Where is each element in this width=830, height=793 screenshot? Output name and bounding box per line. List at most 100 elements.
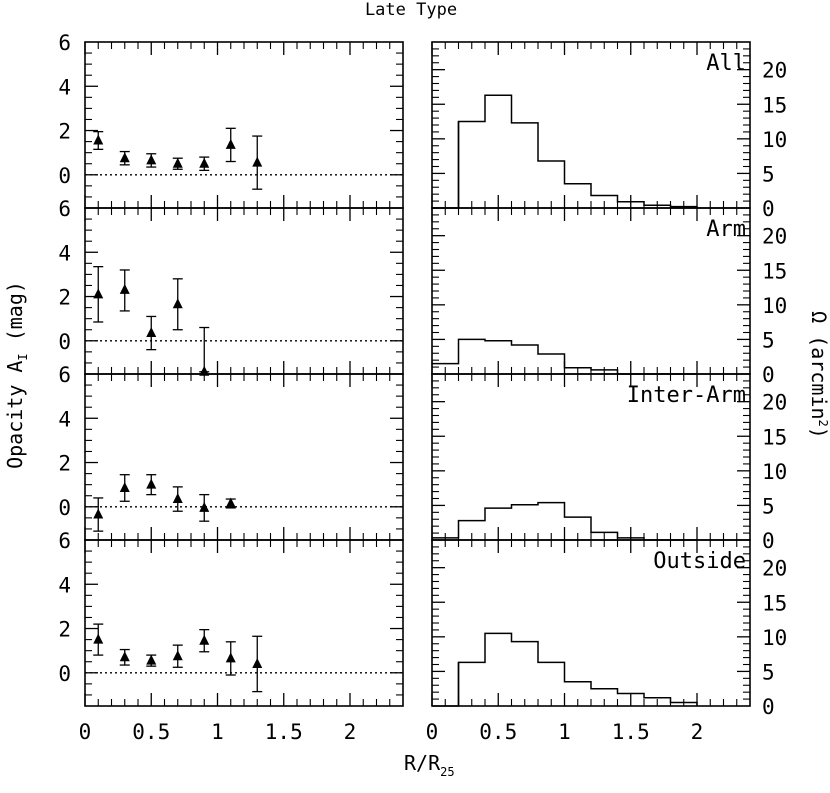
right-3-ytick-label: 20 <box>762 391 787 415</box>
right-4-ytick-label: 20 <box>762 557 787 581</box>
left-2-ytick-label: 4 <box>58 241 71 265</box>
left-3-data-point <box>93 508 104 519</box>
figure-title: Late Type <box>365 0 457 20</box>
right-3-ytick-label: 10 <box>762 460 787 484</box>
left-1-data-point <box>252 156 263 167</box>
right-y-axis-title-main: Ω (arcmin <box>807 311 830 419</box>
right-3-ytick-label: 15 <box>762 425 787 449</box>
left-4-frame <box>84 539 404 707</box>
left-1-data-point <box>146 154 157 165</box>
left-2-data-point <box>172 298 183 309</box>
left-2-frame <box>84 207 404 375</box>
left-1-ytick-label: 4 <box>58 75 71 99</box>
left-3-data-point <box>119 481 130 492</box>
right-3-histogram <box>432 501 697 541</box>
left-4-ytick-label: 2 <box>58 618 71 642</box>
right-2-ytick-label: 0 <box>762 363 775 387</box>
x-axis-title: R/R25 <box>404 751 455 779</box>
left-3-frame <box>84 373 404 541</box>
right-4-ytick-label: 15 <box>762 591 787 615</box>
right-1-histogram <box>432 94 698 209</box>
left-2-ytick-label: 0 <box>58 330 71 354</box>
left-1-data-point <box>199 157 210 168</box>
left-3-data-point <box>225 497 236 508</box>
left-4-ytick-label: 6 <box>58 529 71 553</box>
left-1-data-point <box>225 138 236 149</box>
left-4-data-point <box>199 634 210 645</box>
left-3-ytick-label: 4 <box>58 407 71 431</box>
right-2-frame <box>431 207 751 375</box>
right-4-xtick-label: 0.5 <box>479 720 517 744</box>
left-3-data-point <box>199 501 210 512</box>
right-4-xtick-label: 0 <box>426 720 439 744</box>
right-1-ytick-label: 15 <box>762 93 787 117</box>
left-y-axis-title-main: Opacity A <box>3 361 27 469</box>
left-4-xtick-label: 1 <box>211 720 224 744</box>
right-3-ytick-label: 5 <box>762 494 775 518</box>
right-4-ytick-label: 5 <box>762 660 775 684</box>
right-4-histogram <box>432 632 698 707</box>
left-1-data-point <box>119 152 130 163</box>
right-1-panel: 0 5 10 15 20 All <box>431 41 787 221</box>
right-1-ytick-label: 10 <box>762 128 787 152</box>
right-2-ytick-label: 20 <box>762 225 787 249</box>
right-4-ytick-label: 0 <box>762 695 775 719</box>
right-1-ytick-label: 5 <box>762 162 775 186</box>
left-4-data-point <box>119 651 130 662</box>
left-3-ytick-label: 0 <box>58 496 71 520</box>
left-4-xtick-label: 0.5 <box>132 720 170 744</box>
right-4-xtick-label: 1 <box>558 720 571 744</box>
right-y-axis-title-sup: 2 <box>816 420 830 427</box>
left-4-data-point <box>252 657 263 668</box>
right-4-panel: 0 5 10 15 20 Outside 0 0.5 1 1.5 2 <box>426 539 787 744</box>
right-3-panel: 0 5 10 15 20 Inter-Arm <box>431 373 787 553</box>
left-3-data-point <box>172 493 183 504</box>
right-2-ytick-label: 15 <box>762 259 787 283</box>
left-2-ytick-label: 2 <box>58 286 71 310</box>
left-4-xtick-label: 2 <box>344 720 357 744</box>
left-4-data-point <box>225 652 236 663</box>
right-3-ytick-label: 0 <box>762 529 775 553</box>
left-4-ytick-label: 0 <box>58 662 71 686</box>
x-axis-title-main: R/R <box>404 751 441 775</box>
left-3-ytick-label: 2 <box>58 452 71 476</box>
left-4-xtick-label: 0 <box>79 720 92 744</box>
left-4-data-point <box>93 633 104 644</box>
left-4-xtick-label: 1.5 <box>265 720 303 744</box>
left-3-data-point <box>146 478 157 489</box>
left-4-ytick-label: 4 <box>58 573 71 597</box>
left-2-data-point <box>146 327 157 338</box>
left-1-data-point <box>93 134 104 145</box>
right-2-panel: 0 5 10 15 20 Arm <box>431 207 787 387</box>
right-4-ytick-label: 10 <box>762 626 787 650</box>
left-1-ytick-label: 0 <box>58 164 71 188</box>
left-1-ytick-label: 2 <box>58 120 71 144</box>
right-2-ytick-label: 10 <box>762 294 787 318</box>
left-y-axis-title-tail: (mag) <box>3 281 27 353</box>
right-4-label: Outside <box>653 549 746 574</box>
right-1-ytick-label: 0 <box>762 197 775 221</box>
right-3-label: Inter-Arm <box>627 383 746 408</box>
left-2-data-point <box>93 288 104 299</box>
left-4-data-point <box>172 650 183 661</box>
left-1-panel: 0 2 4 6 <box>58 31 404 209</box>
left-3-panel: 0 2 4 6 <box>58 363 404 541</box>
right-y-axis-title-tail: ) <box>807 427 830 439</box>
right-y-axis-title: Ω (arcmin2) <box>807 311 830 439</box>
left-2-data-point <box>119 283 130 294</box>
left-1-data-point <box>172 157 183 168</box>
left-4-panel: 0 2 4 6 0 0.5 1 1.5 2 <box>58 529 404 744</box>
left-2-panel: 0 2 4 6 <box>58 197 404 376</box>
left-y-axis-title-sub: I <box>16 353 30 360</box>
left-2-ytick-label: 6 <box>58 197 71 221</box>
left-4-data-point <box>146 654 157 665</box>
right-1-ytick-label: 20 <box>762 59 787 83</box>
left-1-ytick-label: 6 <box>58 31 71 55</box>
right-4-xtick-label: 1.5 <box>612 720 650 744</box>
x-axis-title-sub: 25 <box>440 765 454 779</box>
right-1-label: All <box>706 51 746 76</box>
left-3-ytick-label: 6 <box>58 363 71 387</box>
right-2-ytick-label: 5 <box>762 328 775 352</box>
